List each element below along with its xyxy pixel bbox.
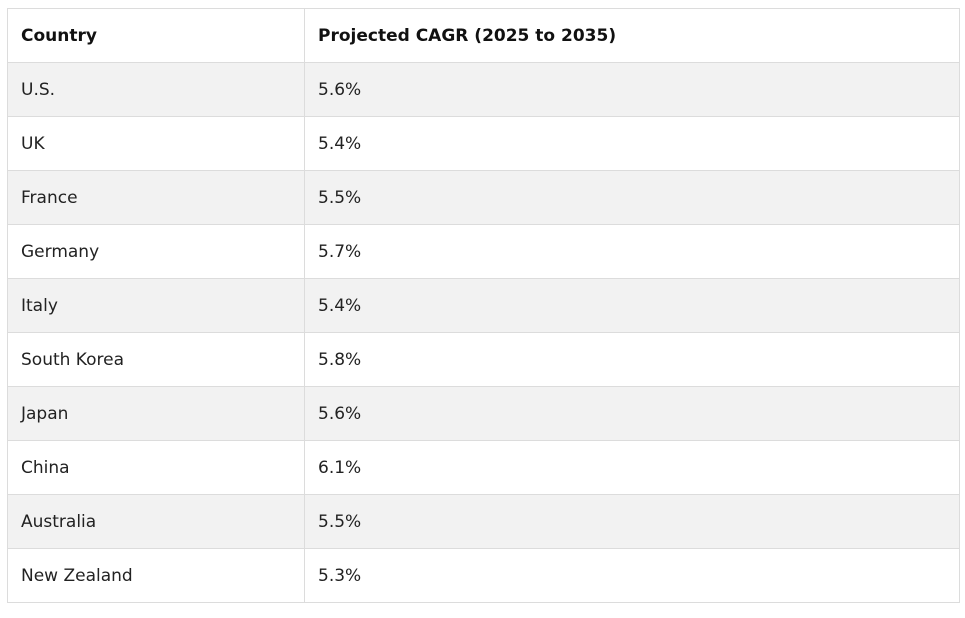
cagr-cell: 5.3% xyxy=(304,548,960,603)
cagr-table: Country Projected CAGR (2025 to 2035) U.… xyxy=(7,8,960,603)
table-row: Germany 5.7% xyxy=(7,224,960,279)
table-row: New Zealand 5.3% xyxy=(7,548,960,603)
country-cell: U.S. xyxy=(7,62,305,117)
country-cell: New Zealand xyxy=(7,548,305,603)
table-row: South Korea 5.8% xyxy=(7,332,960,387)
country-cell: Australia xyxy=(7,494,305,549)
column-header-country: Country xyxy=(7,8,305,63)
country-cell: Japan xyxy=(7,386,305,441)
table-header: Country Projected CAGR (2025 to 2035) xyxy=(7,8,960,63)
country-cell: Italy xyxy=(7,278,305,333)
table-row: Japan 5.6% xyxy=(7,386,960,441)
country-cell: South Korea xyxy=(7,332,305,387)
country-cell: UK xyxy=(7,116,305,171)
table-row: France 5.5% xyxy=(7,170,960,225)
table-row: Italy 5.4% xyxy=(7,278,960,333)
cagr-table-container: Country Projected CAGR (2025 to 2035) U.… xyxy=(7,8,960,603)
cagr-cell: 5.5% xyxy=(304,170,960,225)
country-cell: China xyxy=(7,440,305,495)
table-body: U.S. 5.6% UK 5.4% France 5.5% Germany 5.… xyxy=(7,62,960,603)
cagr-cell: 5.6% xyxy=(304,62,960,117)
cagr-cell: 5.8% xyxy=(304,332,960,387)
table-row: UK 5.4% xyxy=(7,116,960,171)
table-row: U.S. 5.6% xyxy=(7,62,960,117)
country-cell: Germany xyxy=(7,224,305,279)
cagr-cell: 5.4% xyxy=(304,116,960,171)
cagr-cell: 6.1% xyxy=(304,440,960,495)
header-row: Country Projected CAGR (2025 to 2035) xyxy=(7,8,960,63)
table-row: Australia 5.5% xyxy=(7,494,960,549)
cagr-cell: 5.6% xyxy=(304,386,960,441)
column-header-cagr: Projected CAGR (2025 to 2035) xyxy=(304,8,960,63)
cagr-cell: 5.4% xyxy=(304,278,960,333)
cagr-cell: 5.5% xyxy=(304,494,960,549)
cagr-cell: 5.7% xyxy=(304,224,960,279)
country-cell: France xyxy=(7,170,305,225)
table-row: China 6.1% xyxy=(7,440,960,495)
